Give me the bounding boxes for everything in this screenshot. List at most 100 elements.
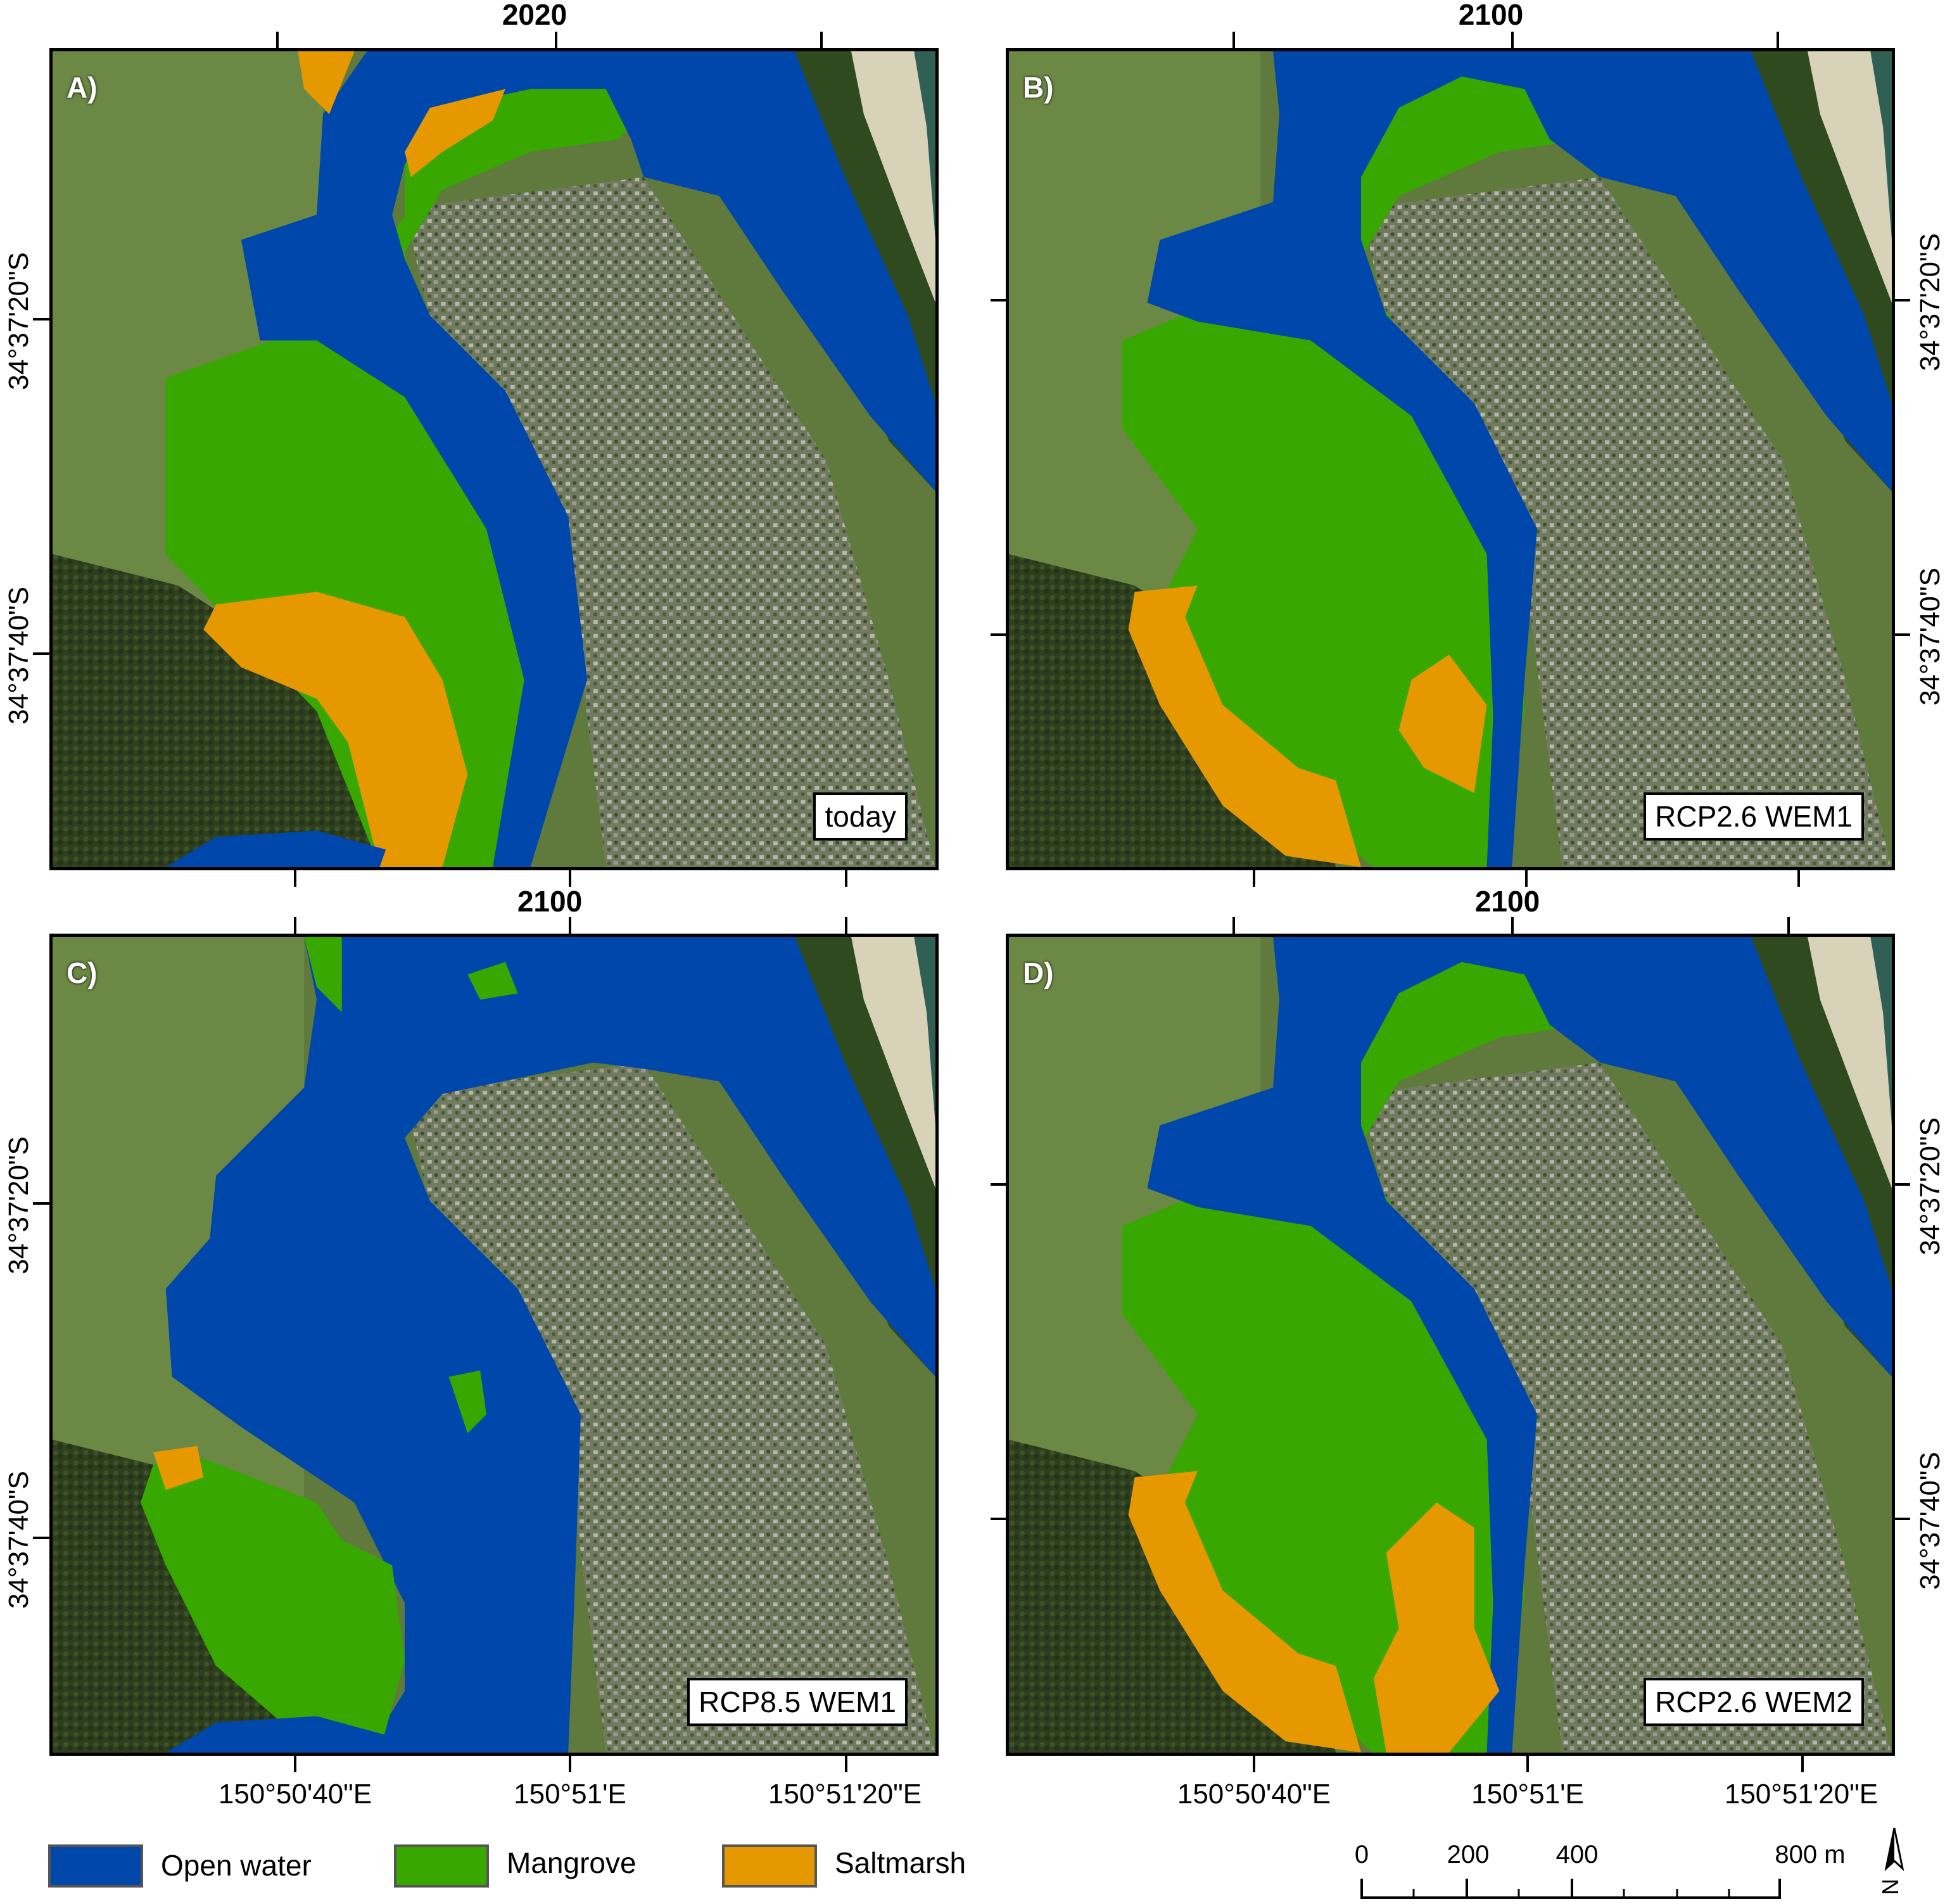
latitude-label: 34°37'40"S	[3, 1471, 34, 1609]
tick-mark	[33, 318, 49, 321]
tick-mark	[1511, 32, 1514, 48]
saltmarsh-region	[1373, 1502, 1500, 1753]
legend-label: Saltmarsh	[835, 1846, 966, 1879]
tick-mark	[991, 1183, 1007, 1186]
tick-mark	[991, 299, 1007, 301]
saltmarsh-region	[1128, 585, 1362, 867]
scale-tick-label: 0	[1354, 1841, 1369, 1869]
open-water-region	[241, 51, 935, 867]
latitude-label: 34°37'20"S	[1915, 1117, 1945, 1255]
tick-mark	[1894, 299, 1910, 301]
tick-mark	[1526, 1756, 1529, 1772]
panel-year: 2100	[1458, 0, 1524, 31]
scenario-label: RCP8.5 WEM1	[687, 1678, 908, 1726]
longitude-label: 150°50'40"E	[218, 1779, 372, 1810]
latitude-label: 34°37'20"S	[3, 1136, 34, 1274]
panel-letter: D)	[1023, 956, 1054, 989]
scenario-label: RCP2.6 WEM1	[1644, 792, 1864, 841]
saltmarsh-region	[298, 51, 355, 115]
legend-swatch-mangrove	[394, 1844, 489, 1888]
map-image	[1009, 51, 1892, 867]
longitude-label: 150°51'20"E	[1724, 1779, 1878, 1810]
map-frame: C) RCP8.5 WEM1	[49, 934, 939, 1756]
tick-mark	[1894, 1518, 1910, 1520]
north-label: N	[1877, 1879, 1903, 1895]
tick-mark	[820, 32, 823, 48]
tick-mark	[294, 917, 296, 934]
scale-bar-graphic	[1360, 1879, 1781, 1899]
panel-letter: A)	[67, 71, 98, 104]
tick-mark	[1894, 633, 1910, 636]
saltmarsh-region	[1128, 1471, 1362, 1753]
tick-mark	[294, 1756, 296, 1772]
longitude-label: 150°50'40"E	[1177, 1779, 1331, 1810]
saltmarsh-region	[153, 1445, 204, 1490]
tick-mark	[1894, 1183, 1910, 1186]
panel-letter: C)	[67, 956, 98, 989]
tick-mark	[991, 633, 1007, 636]
map-frame: A) today	[49, 48, 939, 870]
mangrove-region	[467, 962, 518, 1000]
legend-swatch-saltmarsh	[722, 1844, 817, 1888]
tick-mark	[555, 32, 557, 48]
mangrove-region	[141, 1458, 405, 1753]
tick-mark	[991, 1518, 1007, 1520]
tick-mark	[845, 917, 847, 934]
map-frame: D) RCP2.6 WEM2	[1006, 934, 1895, 1756]
tick-mark	[276, 32, 279, 48]
tick-mark	[1232, 32, 1235, 48]
tick-mark	[1253, 870, 1255, 887]
panel-year: 2100	[1474, 885, 1540, 918]
map-image	[53, 937, 935, 1753]
tick-mark	[569, 870, 571, 887]
north-arrow-icon: N	[1872, 1824, 1916, 1900]
map-frame: B) RCP2.6 WEM1	[1006, 48, 1895, 870]
tick-mark	[1787, 917, 1790, 934]
longitude-label: 150°51'E	[514, 1779, 626, 1810]
legend-swatch-open-water	[48, 1844, 143, 1888]
north-arrow-graphic	[1884, 1827, 1904, 1872]
latitude-label: 34°37'20"S	[3, 252, 34, 390]
map-image	[1009, 937, 1892, 1753]
scenario-label: today	[813, 792, 908, 841]
scale-tick-label: 200	[1447, 1841, 1490, 1869]
panel-year: 2020	[502, 0, 567, 31]
tick-mark	[1525, 870, 1528, 887]
mangrove-region	[304, 937, 342, 1013]
longitude-label: 150°51'20"E	[768, 1779, 922, 1810]
tick-mark	[569, 1756, 571, 1772]
tick-mark	[1801, 1756, 1804, 1772]
tick-mark	[1797, 870, 1800, 887]
saltmarsh-region	[405, 89, 505, 177]
open-water-region	[1147, 937, 1892, 1753]
saltmarsh-region	[1398, 654, 1487, 793]
tick-mark	[1777, 32, 1779, 48]
open-water-region	[165, 830, 386, 867]
open-water-region	[165, 937, 935, 1753]
legend-label: Mangrove	[507, 1846, 637, 1879]
latitude-label: 34°37'40"S	[1915, 568, 1945, 706]
mangrove-region	[1122, 51, 1588, 867]
panel-year: 2100	[517, 885, 583, 918]
open-water-region	[1147, 51, 1892, 867]
tick-mark	[569, 917, 571, 934]
tick-mark	[33, 652, 49, 655]
mangrove-region	[448, 1370, 487, 1433]
latitude-label: 34°37'40"S	[1915, 1452, 1945, 1590]
tick-mark	[845, 1756, 847, 1772]
tick-mark	[1253, 1756, 1255, 1772]
longitude-label: 150°51'E	[1471, 1779, 1584, 1810]
tick-mark	[33, 1202, 49, 1205]
scenario-label: RCP2.6 WEM2	[1644, 1678, 1864, 1726]
tick-mark	[294, 870, 296, 887]
latitude-label: 34°37'20"S	[1915, 233, 1945, 371]
tick-mark	[1511, 917, 1514, 934]
scale-tick-label: 400	[1555, 1841, 1599, 1869]
map-image	[53, 51, 935, 867]
open-water-region	[165, 1716, 386, 1753]
tick-mark	[845, 870, 847, 887]
panel-letter: B)	[1023, 71, 1054, 104]
latitude-label: 34°37'40"S	[3, 587, 34, 725]
legend-label: Open water	[161, 1849, 312, 1882]
scale-tick-label: 800 m	[1775, 1841, 1846, 1869]
